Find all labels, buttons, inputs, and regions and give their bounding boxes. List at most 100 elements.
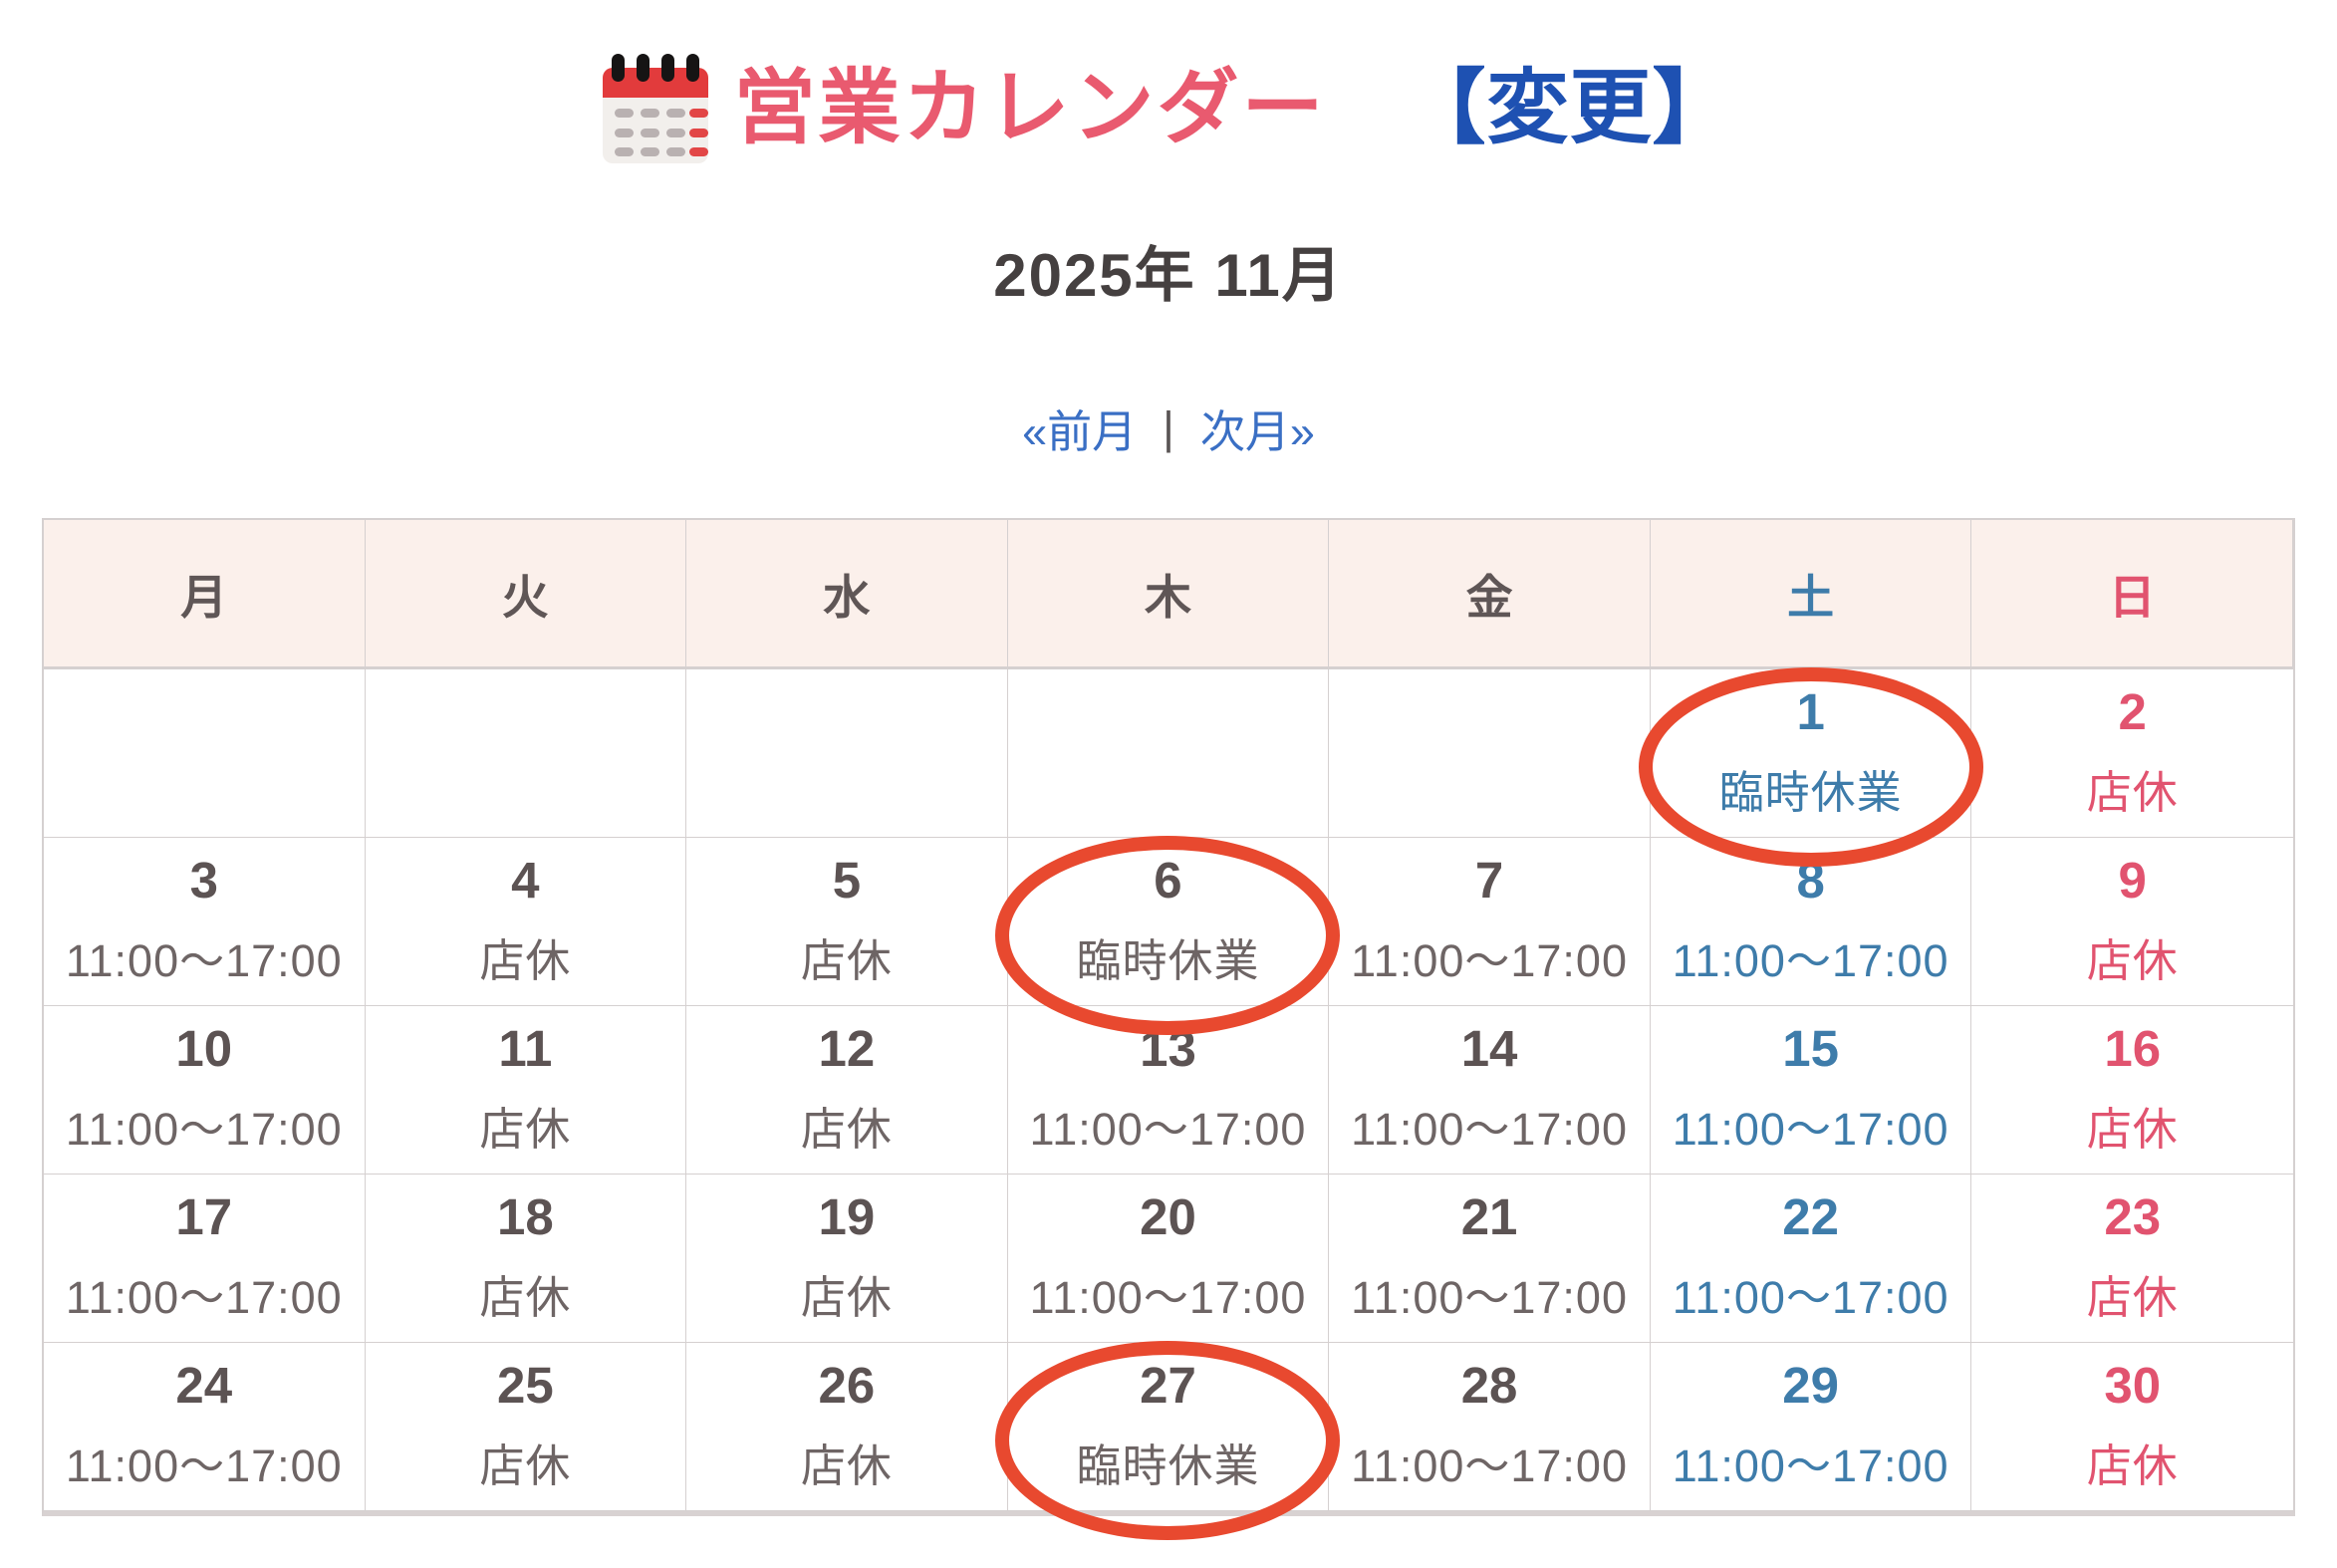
- cell-status: 店休: [479, 1439, 572, 1491]
- prev-month-link[interactable]: «前月: [1022, 406, 1138, 457]
- cell-status: 店休: [2086, 1271, 2179, 1323]
- cell-status: 11:00〜17:00: [1351, 1103, 1628, 1155]
- weekday-header-日: 日: [1971, 520, 2293, 669]
- cell-date: 3: [189, 852, 218, 909]
- cell-date: 24: [175, 1357, 233, 1414]
- cell-date: 13: [1140, 1020, 1196, 1077]
- cell-status: 11:00〜17:00: [65, 934, 343, 986]
- cell-status: 店休: [479, 934, 572, 986]
- cell-status: 店休: [800, 1439, 893, 1491]
- calendar-cell-day-30: 30 店休: [1971, 1343, 2293, 1511]
- calendar-cell-day-23: 23 店休: [1971, 1175, 2293, 1343]
- cell-date: 15: [1782, 1020, 1839, 1077]
- cell-status: 11:00〜17:00: [1672, 934, 1949, 986]
- cell-status: 11:00〜17:00: [1029, 1103, 1307, 1155]
- calendar-cell-day-24: 24 11:00〜17:00: [44, 1343, 366, 1511]
- calendar-cell-day-27: 27 臨時休業: [995, 1341, 1341, 1540]
- calendar-cell-day-13: 13 11:00〜17:00: [1007, 1006, 1330, 1175]
- calendar-cell-day-22: 22 11:00〜17:00: [1650, 1175, 1972, 1343]
- cell-date: 12: [818, 1020, 876, 1077]
- calendar-cell-day-28: 28 11:00〜17:00: [1329, 1343, 1651, 1511]
- calendar-cell-day-14: 14 11:00〜17:00: [1329, 1006, 1651, 1175]
- cell-date: 26: [818, 1357, 876, 1414]
- calendar-cell-empty: [1329, 669, 1651, 838]
- cell-date: 30: [2104, 1357, 2162, 1414]
- cell-date: 22: [1782, 1188, 1839, 1245]
- cell-date: 2: [2118, 683, 2147, 740]
- calendar-cell-day-21: 21 11:00〜17:00: [1329, 1175, 1651, 1343]
- cell-date: 1: [1796, 683, 1825, 740]
- cell-date: 23: [2104, 1188, 2162, 1245]
- calendar-cell-day-4: 4 店休: [365, 838, 687, 1006]
- calendar-cell-empty: [1007, 669, 1330, 838]
- cell-date: 5: [832, 852, 862, 909]
- calendar-cell-day-10: 10 11:00〜17:00: [44, 1006, 366, 1175]
- calendar-icon: [603, 54, 709, 163]
- cell-date: 20: [1140, 1188, 1196, 1245]
- calendar-cell-day-18: 18 店休: [365, 1175, 687, 1343]
- cell-status: 店休: [479, 1271, 572, 1323]
- calendar-cell-day-5: 5 店休: [686, 838, 1008, 1006]
- cell-date: 21: [1460, 1188, 1518, 1245]
- calendar-cell-day-17: 17 11:00〜17:00: [44, 1175, 366, 1343]
- cell-date: 19: [818, 1188, 876, 1245]
- calendar-cell-day-29: 29 11:00〜17:00: [1650, 1343, 1972, 1511]
- weekday-header-月: 月: [44, 520, 366, 669]
- weekday-header-火: 火: [365, 520, 687, 669]
- cell-status: 臨時休業: [1718, 766, 1903, 818]
- cell-status: 11:00〜17:00: [1351, 934, 1628, 986]
- calendar-cell-day-20: 20 11:00〜17:00: [1007, 1175, 1330, 1343]
- calendar-cell-day-16: 16 店休: [1971, 1006, 2293, 1175]
- cell-status: 臨時休業: [1076, 1439, 1260, 1491]
- cell-date: 18: [496, 1188, 554, 1245]
- calendar-cell-empty: [44, 669, 366, 838]
- calendar-cell-empty: [686, 669, 1008, 838]
- cell-date: 11: [498, 1020, 553, 1077]
- cell-date: 28: [1460, 1357, 1518, 1414]
- cell-status: 店休: [2086, 1103, 2179, 1155]
- cell-date: 27: [1140, 1357, 1196, 1414]
- cell-status: 11:00〜17:00: [65, 1439, 343, 1491]
- cell-status: 11:00〜17:00: [1672, 1439, 1949, 1491]
- cell-status: 店休: [800, 934, 893, 986]
- cell-date: 10: [175, 1020, 233, 1077]
- calendar-cell-day-6: 6 臨時休業: [995, 836, 1341, 1035]
- cell-date: 9: [2118, 852, 2147, 909]
- calendar-cell-day-25: 25 店休: [365, 1343, 687, 1511]
- cell-status: 11:00〜17:00: [65, 1103, 343, 1155]
- calendar-cell-day-9: 9 店休: [1971, 838, 2293, 1006]
- next-month-link[interactable]: 次月»: [1199, 406, 1315, 457]
- cell-status: 店休: [2086, 934, 2179, 986]
- calendar-table: 月火水木金土日 1 臨時休業 2 店休 3 11:00〜17:00 4 店休 5 店休 6 臨時休業 7 1…: [42, 518, 2295, 1540]
- cell-status: 11:00〜17:00: [1672, 1271, 1949, 1323]
- cell-date: 7: [1474, 852, 1504, 909]
- calendar-cell-day-12: 12 店休: [686, 1006, 1008, 1175]
- cell-date: 14: [1460, 1020, 1518, 1077]
- cell-date: 25: [496, 1357, 554, 1414]
- page-title-suffix: 【変更】: [1404, 63, 1735, 153]
- cell-status: 店休: [2086, 1439, 2179, 1491]
- cell-status: 11:00〜17:00: [1672, 1103, 1949, 1155]
- cell-date: 16: [2104, 1020, 2162, 1077]
- cell-status: 店休: [479, 1103, 572, 1155]
- calendar-cell-day-7: 7 11:00〜17:00: [1329, 838, 1651, 1006]
- cell-status: 臨時休業: [1076, 934, 1260, 986]
- cell-status: 11:00〜17:00: [65, 1271, 343, 1323]
- calendar-cell-day-3: 3 11:00〜17:00: [44, 838, 366, 1006]
- cell-date: 8: [1796, 852, 1825, 909]
- page-title: 営業カレンダー 【変更】: [0, 52, 2337, 165]
- calendar-cell-empty: [365, 669, 687, 838]
- business-calendar-page: 営業カレンダー 【変更】 2025年 11月 «前月 | 次月» 月火水木金土日…: [0, 52, 2337, 1568]
- weekday-header-水: 水: [686, 520, 1008, 669]
- month-navigation: «前月 | 次月»: [0, 395, 2337, 460]
- month-label: 2025年 11月: [993, 242, 1344, 309]
- cell-status: 店休: [2086, 766, 2179, 818]
- cell-status: 店休: [800, 1103, 893, 1155]
- calendar-cell-day-2: 2 店休: [1971, 669, 2293, 838]
- calendar-cell-day-8: 8 11:00〜17:00: [1650, 838, 1972, 1006]
- nav-separator: |: [1163, 401, 1174, 453]
- page-title-text: 営業カレンダー: [733, 63, 1327, 153]
- cell-date: 17: [175, 1188, 233, 1245]
- cell-status: 店休: [800, 1271, 893, 1323]
- cell-date: 4: [511, 852, 540, 909]
